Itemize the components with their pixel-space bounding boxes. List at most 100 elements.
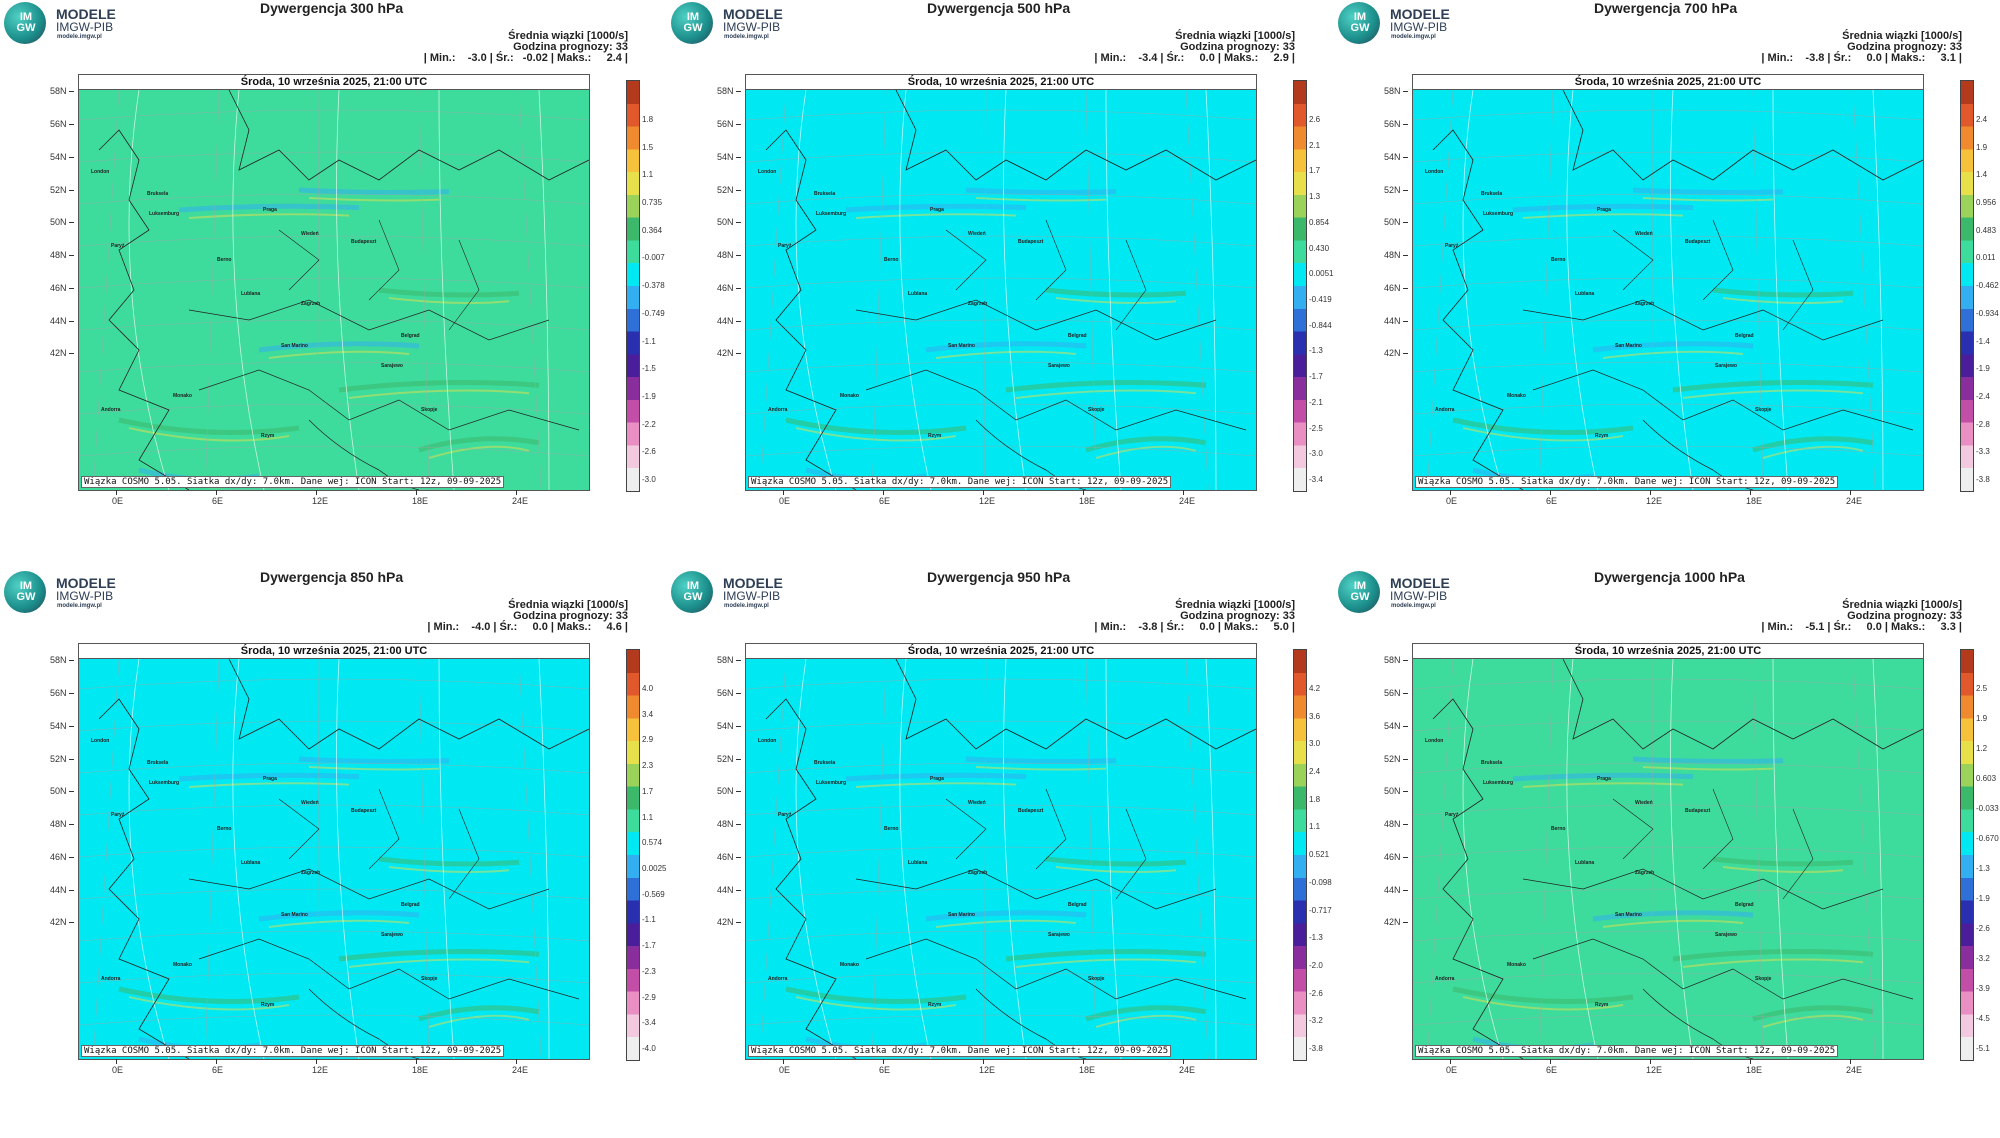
footer-info: Wiązka COSMO 5.05. Siatka dx/dy: 7.0km. … (748, 1045, 1172, 1057)
colorbar-tick-label: 0.603 (1976, 774, 1997, 783)
logo-url: modele.imgw.pl (724, 603, 769, 609)
city-label: Sarajewo (1048, 363, 1070, 369)
lon-tick-label: 0E (779, 490, 791, 506)
logo-mark-top: IM (686, 11, 700, 23)
colorbar-tick-label: 2.9 (642, 735, 654, 745)
lat-tick-label: 50N (1384, 217, 1407, 227)
city-label: Bruksela (147, 760, 169, 766)
city-label: Sarajewo (1048, 932, 1070, 938)
valid-date: Środa, 10 września 2025, 21:00 UTC (1413, 75, 1923, 90)
logo-emblem-icon: IM GW (671, 2, 713, 44)
city-label: Luksemburg (149, 211, 180, 217)
colorbar-tick-label: 0.011 (1976, 253, 1996, 263)
logo-mark: IM GW (10, 12, 42, 34)
lat-tick-label: 56N (50, 688, 73, 698)
logo-emblem-icon: IM GW (4, 2, 46, 44)
city-label: San Marino (948, 343, 975, 349)
valid-date: Środa, 10 września 2025, 21:00 UTC (746, 75, 1256, 90)
colorbar-tick-label: -3.3 (1976, 447, 1990, 457)
logo-url: modele.imgw.pl (1391, 603, 1436, 609)
subtitle: Średnia wiązki [1000/s] (508, 599, 628, 611)
logo-mark: IM GW (1344, 12, 1376, 34)
logo-mark-bottom: GW (16, 591, 36, 603)
colorbar-tick-label: -0.378 (642, 281, 665, 291)
colorbar-tick-label: -0.033 (1976, 804, 1999, 813)
city-label: Wiedeń (1635, 800, 1653, 806)
lon-tick-label: 18E (1746, 490, 1763, 506)
city-label: Zagrzeb (1635, 870, 1655, 876)
lat-tick-label: 54N (1384, 152, 1407, 162)
divergence-field: London Bruksela Paryż Luksemburg Praga Berno W… (79, 658, 589, 1059)
colorbar-tick-label: 0.521 (1309, 850, 1330, 860)
city-label: San Marino (1615, 912, 1642, 918)
colorbar-tick-label: 1.7 (1309, 166, 1321, 176)
colorbar-tick-label: 2.5 (1976, 684, 1988, 693)
colorbar-tick-label: 1.1 (642, 170, 654, 180)
city-label: Wiedeń (968, 231, 986, 237)
city-label: Budapeszt (1685, 239, 1711, 245)
city-label: Praga (930, 207, 944, 213)
colorbar (1293, 80, 1307, 492)
logo-emblem-icon: IM GW (1338, 571, 1380, 613)
divergence-field: London Bruksela Paryż Luksemburg Praga Berno W… (1413, 89, 1923, 490)
colorbar-tick-label: -4.0 (642, 1044, 656, 1053)
city-label: Belgrad (401, 902, 420, 908)
lat-tick-label: 44N (717, 316, 740, 326)
logo-mark: IM GW (677, 12, 709, 34)
lat-tick-label: 44N (50, 316, 73, 326)
lat-tick-label: 58N (50, 86, 73, 96)
city-label: Monako (1507, 962, 1526, 968)
lat-tick-label: 52N (717, 754, 740, 764)
map-frame: Środa, 10 września 2025, 21:00 UTC London… (78, 74, 590, 491)
logo-url: modele.imgw.pl (57, 603, 102, 609)
city-label: Sarajewo (381, 932, 403, 938)
colorbar-tick-label: 0.735 (642, 198, 663, 208)
city-label: Lublana (908, 860, 928, 866)
stats-line: | Min.: -3.0 | Śr.: -0.02 | Maks.: 2.4 | (423, 52, 628, 64)
lon-tick-label: 6E (879, 490, 891, 506)
divergence-field: London Bruksela Paryż Luksemburg Praga Berno W… (746, 89, 1256, 490)
logo-url: modele.imgw.pl (1391, 34, 1436, 40)
panel-title: Dywergencja 700 hPa (1594, 0, 1738, 16)
lon-tick-label: 24E (512, 1059, 529, 1075)
city-label: Sarajewo (381, 363, 403, 369)
lon-tick-label: 24E (1846, 1059, 1863, 1075)
city-label: Luksemburg (149, 780, 180, 786)
lat-tick-label: 52N (50, 754, 73, 764)
colorbar-tick-label: -0.007 (642, 253, 665, 263)
colorbar-tick-label: 0.430 (1309, 243, 1330, 253)
map-panel: IM GW MODELE IMGW-PIB modele.imgw.pl Dywergen… (0, 569, 666, 1138)
forecast-hour: Godzina prognozy: 33 (1180, 610, 1295, 622)
subtitle: Średnia wiązki [1000/s] (1842, 30, 1962, 42)
imgw-logo: IM GW MODELE IMGW-PIB modele.imgw.pl (1338, 2, 1468, 46)
colorbar-tick-label: -0.098 (1309, 877, 1332, 887)
lat-tick-label: 46N (717, 852, 740, 862)
city-label: Rzym (1595, 433, 1609, 439)
city-label: Rzym (928, 1002, 942, 1008)
lon-tick-label: 18E (1079, 1059, 1096, 1075)
colorbar-tick-label: -0.569 (642, 889, 665, 899)
city-label: Andorra (1435, 407, 1455, 413)
city-label: Praga (263, 207, 277, 213)
lon-tick-label: 0E (1446, 490, 1458, 506)
lat-tick-label: 50N (50, 217, 73, 227)
divergence-field: London Bruksela Paryż Luksemburg Praga Berno W… (79, 89, 589, 490)
lat-tick-label: 42N (50, 348, 73, 358)
lat-tick-label: 48N (717, 250, 740, 260)
lat-tick-label: 52N (1384, 185, 1407, 195)
city-label: Wiedeń (968, 800, 986, 806)
colorbar-tick-label: -2.4 (1976, 391, 1990, 401)
panel-title: Dywergencja 1000 hPa (1594, 569, 1745, 585)
lat-tick-label: 58N (1384, 86, 1407, 96)
lat-tick-label: 48N (1384, 250, 1407, 260)
colorbar-tick-label: 2.1 (1309, 140, 1321, 150)
colorbar-tick-label: 1.3 (1309, 192, 1321, 202)
lon-tick-label: 12E (979, 490, 996, 506)
city-label: Andorra (101, 407, 121, 413)
map-frame: Środa, 10 września 2025, 21:00 UTC London… (745, 643, 1257, 1060)
lat-tick-label: 44N (717, 885, 740, 895)
city-label: Zagrzeb (968, 301, 988, 307)
lat-tick-label: 54N (717, 152, 740, 162)
logo-emblem-icon: IM GW (1338, 2, 1380, 44)
colorbar-tick-label: 1.9 (1976, 142, 1988, 152)
